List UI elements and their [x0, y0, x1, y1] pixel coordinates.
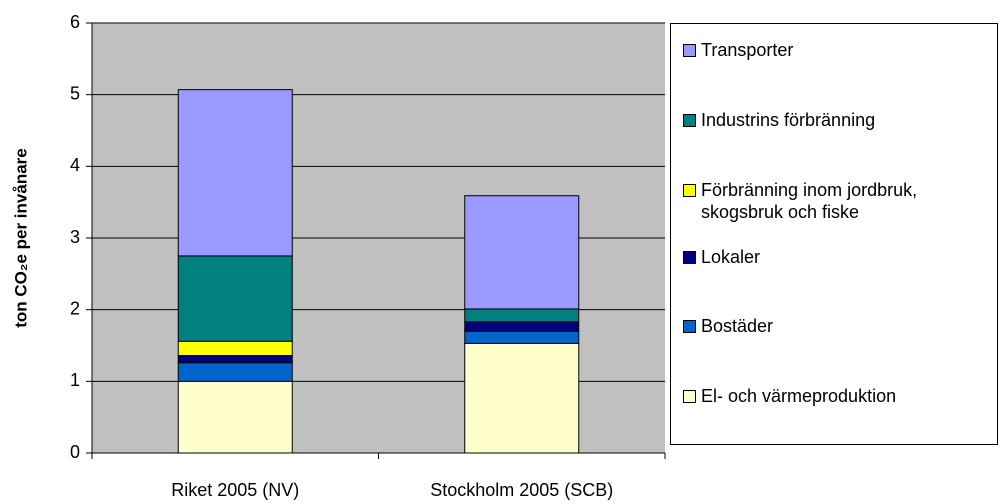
y-tick-label: 2	[70, 298, 80, 318]
legend-item: Transporter	[683, 39, 1000, 61]
legend-label: El- och värmeproduktion	[701, 386, 897, 406]
bar-segment	[177, 380, 293, 454]
legend-swatch	[683, 251, 696, 264]
bar-segment	[464, 330, 580, 344]
y-axis-label: ton CO₂e per invånare	[11, 148, 30, 328]
y-tick-label: 5	[70, 83, 80, 103]
bar-segment	[464, 195, 580, 310]
bar-segment	[464, 321, 580, 332]
y-tick-label: 4	[70, 155, 80, 175]
y-tick-label: 1	[70, 370, 80, 390]
legend-swatch	[683, 320, 696, 333]
legend-swatch	[683, 114, 696, 127]
legend-swatch	[683, 390, 696, 403]
legend-swatch	[683, 184, 696, 197]
y-tick-label: 6	[70, 12, 80, 32]
bar-segment	[177, 340, 293, 357]
x-tick-label: Stockholm 2005 (SCB)	[430, 480, 613, 500]
legend-item: Bostäder	[683, 315, 1000, 337]
legend-item: El- och värmeproduktion	[683, 385, 1000, 407]
legend-swatch	[683, 44, 696, 57]
x-tick-label: Riket 2005 (NV)	[171, 480, 299, 500]
bar-segment	[177, 89, 293, 257]
bar-segment	[177, 355, 293, 364]
bar-segment	[464, 342, 580, 454]
legend-label: Transporter	[701, 40, 794, 60]
legend-item: Industrins förbränning	[683, 109, 1000, 131]
legend-label: Lokaler	[701, 247, 761, 267]
bar-segment	[177, 255, 293, 342]
legend: Transporter Industrins förbränning Förbrän…	[670, 23, 998, 445]
bar-segment	[177, 362, 293, 382]
y-tick-label: 3	[70, 227, 80, 247]
legend-label: Bostäder	[701, 316, 774, 336]
legend-item: Lokaler	[683, 246, 1000, 268]
y-tick-label: 0	[70, 442, 80, 462]
bar-segment	[464, 308, 580, 323]
legend-label: Industrins förbränning	[701, 110, 876, 130]
legend-label: Förbränning inom jordbruk, skogsbruk och…	[701, 180, 918, 222]
legend-item: Förbränning inom jordbruk, skogsbruk och…	[683, 179, 1000, 223]
